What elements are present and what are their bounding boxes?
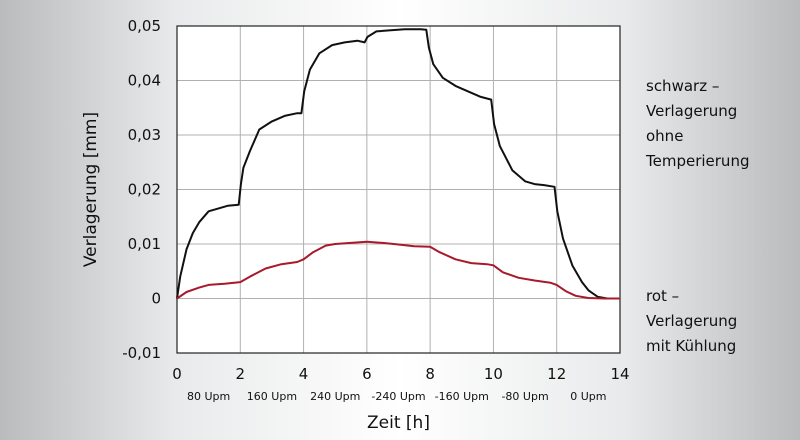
y-tick-label: 0,05 [128, 17, 161, 35]
legend-red-line-3: mit Kühlung [646, 337, 737, 355]
y-tick-label: 0,01 [128, 235, 161, 253]
y-tick-label: -0,01 [122, 344, 161, 362]
legend-black: schwarz – Verlagerung ohne Temperierung [646, 74, 749, 174]
series-line-1 [176, 240, 620, 300]
x-tick-label: 0 [172, 365, 182, 383]
legend-black-line-1: schwarz – [646, 77, 720, 95]
legend-black-line-2: Verlagerung [646, 102, 738, 120]
speed-label: -80 Upm [501, 390, 548, 403]
x-tick-label: 8 [425, 365, 435, 383]
x-tick-label: 2 [236, 365, 246, 383]
legend-black-line-4: Temperierung [646, 152, 750, 170]
x-tick-label: 14 [610, 365, 629, 383]
x-tick-label: 4 [299, 365, 309, 383]
speed-label: -240 Upm [371, 390, 425, 403]
y-tick-label: 0 [151, 290, 161, 308]
x-tick-label: 12 [547, 365, 566, 383]
x-tick-label: 10 [484, 365, 503, 383]
y-tick-label: 0,04 [128, 72, 161, 90]
speed-label: 160 Upm [247, 390, 297, 403]
speed-label: 240 Upm [310, 390, 360, 403]
x-axis-label: Zeit [h] [367, 413, 430, 433]
plot-frame [176, 25, 621, 354]
y-tick-label: 0,02 [128, 181, 161, 199]
speed-label: -160 Upm [435, 390, 489, 403]
legend-red-line-1: rot – [646, 287, 680, 305]
legend-black-line-3: ohne [646, 127, 684, 145]
legend-red: rot – Verlagerung mit Kühlung [646, 284, 737, 359]
y-axis-label: Verlagerung [mm] [81, 112, 101, 267]
y-tick-label: 0,03 [128, 126, 161, 144]
x-tick-label: 6 [362, 365, 372, 383]
speed-label: 0 Upm [570, 390, 606, 403]
series-line-0 [176, 28, 620, 300]
speed-label: 80 Upm [187, 390, 230, 403]
legend-red-line-2: Verlagerung [646, 312, 738, 330]
